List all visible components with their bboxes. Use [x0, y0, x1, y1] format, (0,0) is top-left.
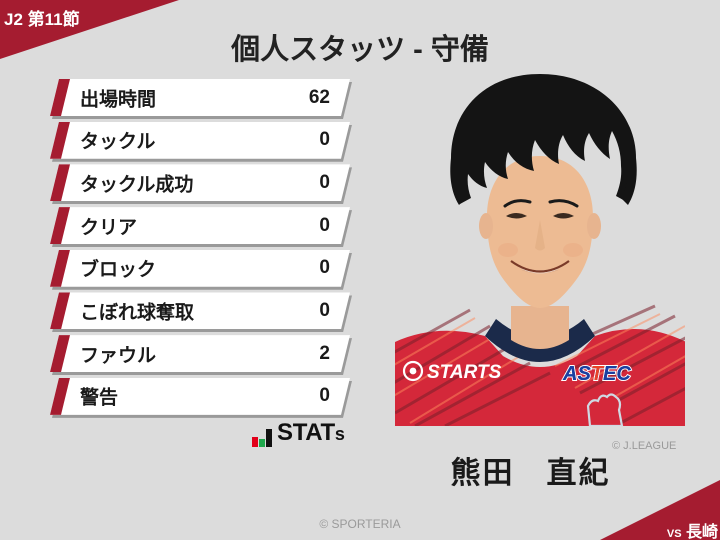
svg-text:ASTEC: ASTEC: [562, 363, 631, 385]
svg-text:STARTS: STARTS: [427, 362, 502, 383]
